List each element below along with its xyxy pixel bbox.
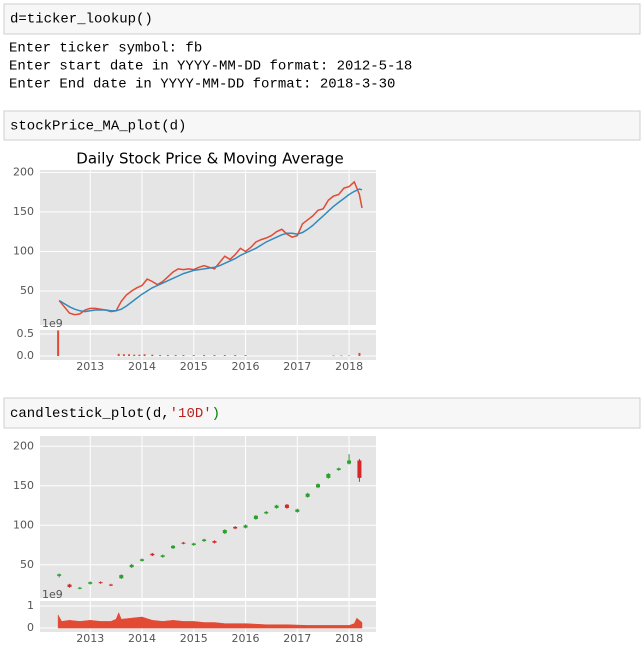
volume-bar: [133, 354, 136, 357]
axis-offset-label: 1e9: [42, 317, 63, 330]
candle-body: [253, 515, 258, 519]
y-tick-label: 100: [13, 244, 34, 257]
volume-bar: [122, 354, 125, 357]
volume-bar: [166, 355, 169, 357]
axis-offset-label: 1e9: [42, 588, 63, 601]
candle-body: [295, 509, 300, 512]
code-cell[interactable]: [3, 110, 641, 141]
volume-bar: [143, 354, 146, 357]
y-tick-label: 200: [13, 165, 34, 178]
candle-body: [171, 545, 176, 549]
y-tick-label: 50: [20, 284, 34, 297]
volume-bar: [203, 355, 206, 357]
code-string: '10D': [170, 406, 212, 422]
x-tick-label: 2014: [128, 632, 156, 645]
x-tick-label: 2013: [76, 632, 104, 645]
candle-body: [150, 553, 155, 556]
candle-body: [357, 460, 362, 478]
volume-bar: [174, 355, 177, 357]
x-tick-label: 2014: [128, 360, 156, 373]
volume-bar: [223, 355, 226, 357]
candle-body: [129, 564, 134, 568]
candle-body: [243, 525, 248, 528]
candle-body: [160, 555, 165, 557]
candle-body: [98, 582, 103, 584]
candle-body: [108, 584, 113, 586]
candle-body: [212, 541, 217, 543]
candle-body: [305, 493, 310, 497]
code: stockPrice_MA_plot(d): [10, 119, 186, 135]
y-tick-label: 200: [13, 439, 34, 452]
code: candlestick_plot(d,'10D'): [10, 406, 220, 422]
output-line: Enter End date in YYYY-MM-DD format: 201…: [9, 77, 395, 93]
output-line: Enter ticker symbol: fb: [9, 41, 202, 57]
volume-bar: [57, 330, 60, 357]
candle-body: [191, 543, 196, 546]
plot-background: [40, 330, 376, 360]
candle-body: [336, 468, 341, 470]
candle-body: [139, 559, 144, 561]
chart-title: Daily Stock Price & Moving Average: [76, 150, 343, 168]
volume-bar: [348, 355, 351, 357]
code-part: ): [212, 406, 220, 422]
x-tick-label: 2015: [180, 360, 208, 373]
candle-body: [57, 574, 62, 576]
price-line: [58, 188, 363, 313]
volume-bar: [358, 352, 361, 357]
volume-area: [57, 612, 363, 629]
volume-bar: [234, 355, 237, 357]
volume-bar: [159, 355, 162, 357]
x-tick-label: 2016: [232, 360, 260, 373]
volume-bar: [117, 353, 120, 357]
x-tick-label: 2018: [335, 632, 363, 645]
y-tick-label: 150: [13, 205, 34, 218]
code-cell[interactable]: [3, 3, 641, 35]
candle-body: [181, 542, 186, 544]
candle-body: [119, 575, 124, 579]
candle-body: [347, 460, 352, 464]
volume-bar: [151, 354, 154, 357]
volume-bar: [332, 355, 335, 357]
y-tick-label: 100: [13, 518, 34, 531]
volume-bar: [192, 355, 195, 357]
volume-bar: [244, 355, 247, 357]
candle-body: [202, 539, 207, 542]
y-tick-label: 0: [27, 621, 34, 634]
code: d=ticker_lookup(): [10, 12, 153, 28]
volume-bar: [340, 355, 343, 357]
volume-bar: [128, 354, 131, 357]
y-tick-label: 0.0: [17, 349, 35, 362]
y-tick-label: 50: [20, 558, 34, 571]
candle-body: [222, 530, 227, 534]
volume-bar: [138, 354, 141, 357]
y-tick-label: 150: [13, 479, 34, 492]
candle-body: [316, 484, 321, 488]
x-tick-label: 2018: [335, 360, 363, 373]
output-line: Enter start date in YYYY-MM-DD format: 2…: [9, 59, 412, 75]
y-tick-label: 1: [27, 599, 34, 612]
code-part: candlestick_plot(d,: [10, 406, 170, 422]
candle-body: [284, 504, 289, 508]
x-tick-label: 2017: [283, 360, 311, 373]
candle-body: [67, 584, 72, 587]
candle-body: [77, 587, 82, 589]
candle-body: [326, 473, 331, 478]
candle-body: [88, 582, 93, 584]
volume-bar: [213, 355, 216, 357]
y-tick-label: 0.5: [17, 327, 35, 340]
volume-bar: [182, 355, 185, 357]
plot-background: [40, 436, 376, 598]
code-cell[interactable]: [3, 397, 641, 429]
plot-background: [40, 170, 376, 325]
candle-body: [264, 511, 269, 514]
x-tick-label: 2013: [76, 360, 104, 373]
x-tick-label: 2017: [283, 632, 311, 645]
x-tick-label: 2016: [232, 632, 260, 645]
x-tick-label: 2015: [180, 632, 208, 645]
candle-body: [233, 526, 238, 529]
candle-body: [274, 505, 279, 508]
